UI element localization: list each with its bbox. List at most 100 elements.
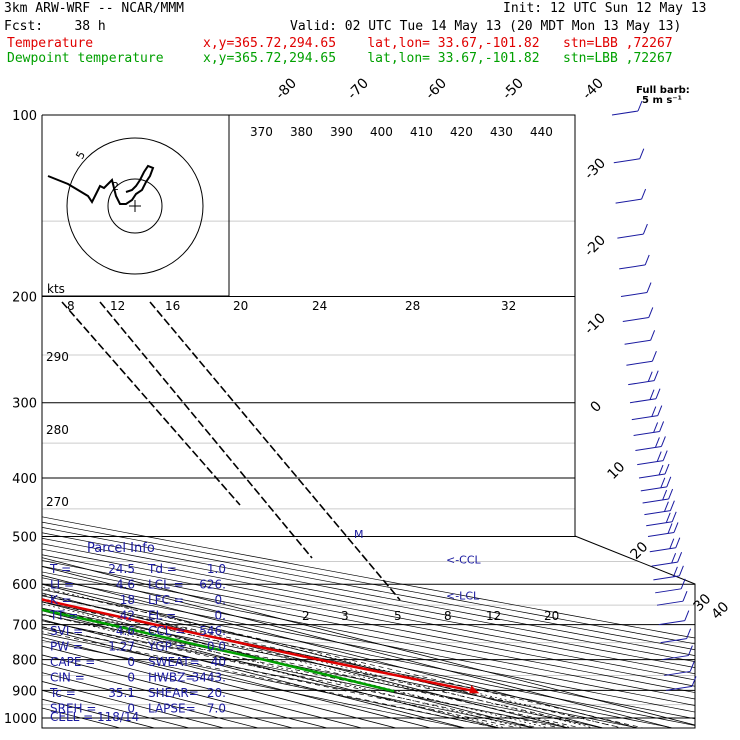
sounding-profiles [42,115,480,694]
model-title: 3km ARW-WRF -- NCAR/MMM [4,1,185,16]
level-marker-label: M [354,528,364,541]
pressure-tick-700: 700 [12,619,37,634]
legend-temperature-label: Temperature [7,36,94,51]
parcel-key: PW = [50,640,83,654]
isotherm [42,115,476,728]
dry-adiabat [42,115,695,728]
legend-dewpoint-location: x,y=365.72,294.65 lat,lon= 33.67,-101.82… [203,51,673,66]
wind-barb [640,486,667,492]
mixing-ratio-label: 3 [341,609,349,623]
mixing-ratio-label: 8 [444,609,452,623]
dewpoint-profile [42,115,395,693]
dry-adiabat [42,115,478,728]
surface-arrow-icon [469,685,480,694]
isotherm-label: -20 [582,232,609,259]
parcel-value: 4.6 [116,624,135,638]
parcel-key: TT = [49,609,78,623]
wind-barb [611,110,639,116]
parcel-value: 1.0 [207,562,226,576]
isotherm [42,115,614,728]
parcel-info-panel: Parcel Info T = 24.5 Td = 1.0 LI = 4.6 LCL = 62… [49,541,226,724]
theta-label: 390 [330,125,353,139]
svg-text:2: 2 [112,180,119,193]
parcel-key: CIN = [50,671,85,685]
mixing-ratio-line [42,583,633,728]
theta-label: 420 [450,125,473,139]
isotherm [42,115,580,728]
pressure-tick-100: 100 [12,109,37,124]
dry-adiabat [42,115,688,728]
dry-adiabat [42,115,695,728]
mixing-ratio-line [42,583,584,728]
adiabat-label: 270 [46,495,69,509]
wind-barb [631,415,658,421]
isotherm-label: -70 [345,75,372,102]
parcel-value: 0.0 [207,640,226,654]
parcel-value: 1.27 [108,640,135,654]
temperature-profile [42,115,476,693]
pressure-tick-800: 800 [12,654,37,669]
parcel-value: 0. [215,609,226,623]
wind-barb [642,498,669,504]
isotherm-label: -10 [582,310,609,337]
parcel-key: YGP = [147,640,186,654]
parcel-value: 0 [127,702,135,716]
wind-barb [644,510,671,516]
pressure-tick-1000: 1000 [4,712,37,727]
wind-barb [658,620,685,626]
parcel-key: HWBZ= [148,671,195,685]
lcl-label: <-LCL [446,589,480,602]
theta-label: 440 [530,125,553,139]
wind-barb [633,430,660,436]
adiabat-label: 290 [46,350,69,364]
hodo-speed-label: 24 [312,299,327,313]
wind-barb [619,264,646,270]
parcel-key: EL = [148,609,176,623]
wind-barb [638,473,666,479]
parcel-value: 0 [127,671,135,685]
parcel-value: 0 [127,655,135,669]
theta-label: 400 [370,125,393,139]
pressure-tick-500: 500 [12,530,37,545]
parcel-key: T = [49,562,71,576]
isotherm-label: 0 [588,398,606,416]
parcel-key: Tc = [49,686,76,700]
parcel-key: SREH = [50,702,96,716]
hodo-speed-label: 12 [110,299,125,313]
valid-time: Valid: 02 UTC Tue 14 May 13 (20 MDT Mon … [290,19,682,34]
parcel-key: K = [50,593,72,607]
parcel-value: 24.5 [108,562,135,576]
wind-barb [613,158,640,164]
ccl-label: <-CCL [446,554,482,567]
parcel-value: 40 [211,655,226,669]
moist-adiabat [42,460,552,728]
wind-barb [637,460,664,466]
hodo-speed-label: kts [47,282,65,296]
mixing-ratio-line [42,583,605,728]
wind-barb [622,316,649,322]
parcel-key: SWEAT= [148,655,200,669]
theta-label: 430 [490,125,513,139]
wind-barb [665,685,693,691]
dry-adiabat [42,115,513,728]
parcel-value: 42 [120,609,135,623]
hodo-speed-label: 16 [165,299,180,313]
legend-dewpoint-label: Dewpoint temperature [7,51,164,66]
dry-adiabat [42,115,583,728]
mixing-ratio-label: 20 [544,609,559,623]
hodo-speed-label: 8 [67,299,75,313]
mixing-ratio-label: 12 [486,609,501,623]
hodograph-trace [47,164,155,205]
parcel-value: 35.1 [108,686,135,700]
isotherm-label: -60 [423,75,450,102]
wind-barb [660,638,687,644]
dry-adiabat [42,115,695,728]
dry-adiabat [42,115,695,728]
parcel-key: LAPSE= [148,702,196,716]
moist-adiabat [42,374,594,728]
wind-barb [629,398,657,404]
wind-barb [624,339,651,345]
parcel-key: CCL = [148,624,185,638]
